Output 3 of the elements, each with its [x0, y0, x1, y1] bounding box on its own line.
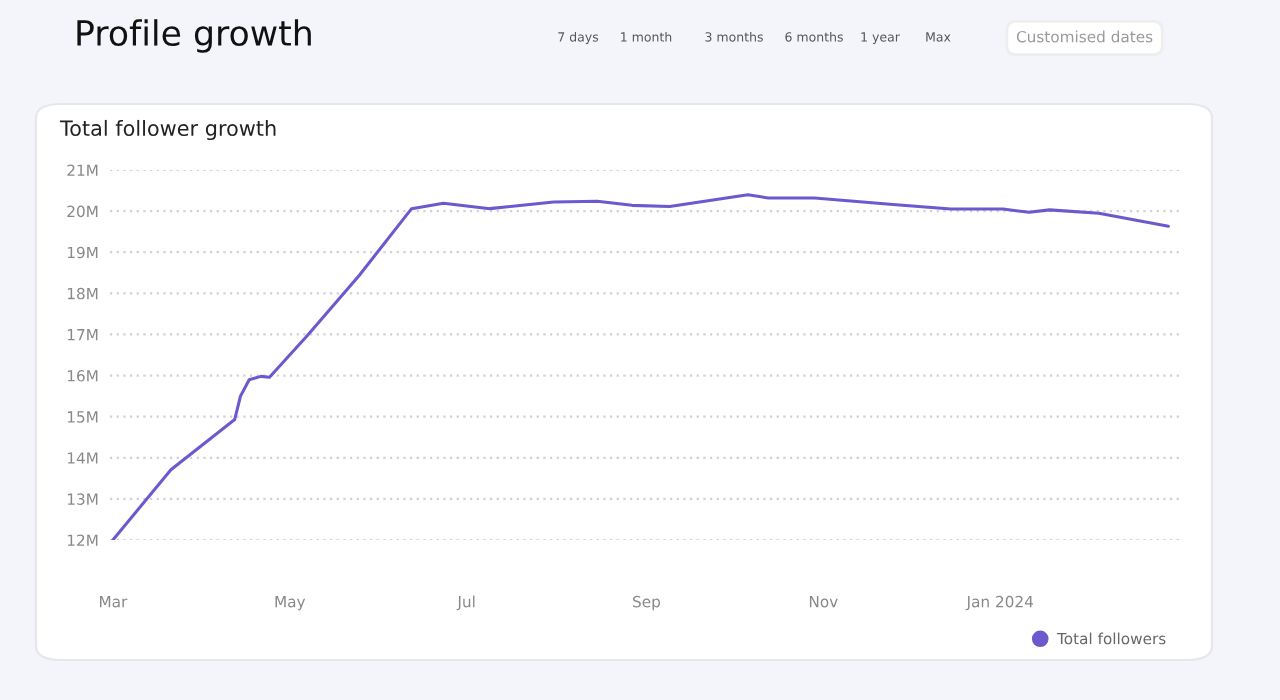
chart-title: Profile growth	[77, 19, 311, 53]
chart-subtitle: Total follower growth	[59, 119, 276, 141]
line-series	[111, 193, 1170, 540]
